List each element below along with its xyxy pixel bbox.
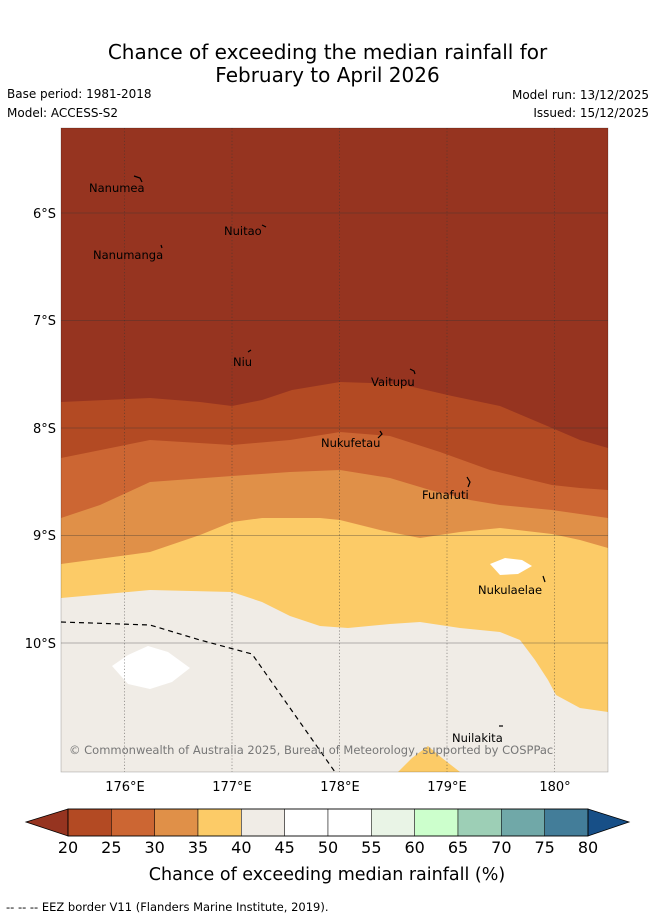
colorbar-high-arrow bbox=[587, 808, 631, 837]
island-label-nuilakita: Nuilakita bbox=[452, 731, 503, 745]
island-label-nukufetau: Nukufetau bbox=[321, 436, 380, 450]
lat-label-8s: 8°S bbox=[33, 422, 56, 437]
colorbar-tick-label: 50 bbox=[318, 838, 338, 857]
island-shape-nuitao bbox=[261, 224, 267, 228]
island-shape-nanumea bbox=[133, 175, 143, 183]
island-labels: Nanumea Nuitao Nanumanga Niu Vaitupu Nuk… bbox=[89, 181, 542, 745]
lon-label-176e: 176°E bbox=[105, 780, 145, 795]
map-title-line-1: Chance of exceeding the median rainfall … bbox=[107, 40, 548, 64]
colorbar-tick-label: 40 bbox=[231, 838, 251, 857]
lat-label-6s: 6°S bbox=[33, 207, 56, 222]
colorbar-segment bbox=[241, 808, 285, 837]
island-label-funafuti: Funafuti bbox=[422, 488, 469, 502]
island-label-vaitupu: Vaitupu bbox=[371, 375, 415, 389]
colorbar-tick-label: 25 bbox=[101, 838, 121, 857]
copyright-text: © Commonwealth of Australia 2025, Bureau… bbox=[69, 743, 553, 757]
band-45-50 bbox=[61, 590, 608, 772]
island-shape-vaitupu bbox=[409, 368, 416, 375]
island-shape-niu bbox=[247, 349, 252, 353]
colorbar-segment bbox=[501, 808, 545, 837]
colorbar-tick-label: 30 bbox=[144, 838, 164, 857]
band-below-median-inset bbox=[398, 746, 460, 772]
colorbar-tick-label: 75 bbox=[534, 838, 554, 857]
colorbar-segment bbox=[544, 808, 589, 837]
model-name: Model: ACCESS-S2 bbox=[7, 106, 119, 120]
base-period: Base period: 1981-2018 bbox=[7, 87, 152, 101]
map-frame bbox=[60, 127, 609, 773]
colorbar-outline bbox=[67, 808, 589, 837]
colorbar-segment bbox=[111, 808, 155, 837]
colorbar-tick-label: 35 bbox=[188, 838, 208, 857]
colorbar-tick-label: 60 bbox=[404, 838, 424, 857]
island-label-niu: Niu bbox=[233, 355, 252, 369]
island-shape-nukufetau bbox=[377, 430, 383, 439]
rainfall-map: Nanumea Nuitao Nanumanga Niu Vaitupu Nuk… bbox=[24, 127, 631, 885]
colorbar-segment bbox=[67, 808, 112, 837]
island-outlines bbox=[133, 175, 546, 727]
lon-label-178e: 178°E bbox=[320, 780, 360, 795]
issued-date: Issued: 15/12/2025 bbox=[533, 106, 649, 120]
colorbar-segment bbox=[457, 808, 502, 837]
colorbar-tick-label: 65 bbox=[448, 838, 468, 857]
colorbar-segment bbox=[284, 808, 329, 837]
lat-label-7s: 7°S bbox=[33, 314, 56, 329]
colorbar-segment bbox=[327, 808, 372, 837]
latitude-axis-labels: 6°S 7°S 8°S 9°S 10°S bbox=[25, 207, 56, 652]
island-label-nukulaelae: Nukulaelae bbox=[478, 583, 542, 597]
colorbar-segment bbox=[371, 808, 415, 837]
lon-label-180: 180° bbox=[539, 780, 570, 795]
latitude-lines bbox=[61, 212, 608, 644]
eez-legend-note: -- -- -- EEZ border V11 (Flanders Marine… bbox=[6, 900, 329, 914]
lat-label-10s: 10°S bbox=[25, 637, 56, 652]
white-patch-east bbox=[490, 558, 532, 575]
colorbar-tick-label: 70 bbox=[491, 838, 511, 857]
island-shape-funafuti bbox=[466, 476, 471, 488]
island-shape-nukulaelae bbox=[542, 575, 546, 583]
lat-label-9s: 9°S bbox=[33, 529, 56, 544]
colorbar-low-arrow bbox=[24, 808, 69, 837]
colorbar-tick-label: 55 bbox=[361, 838, 381, 857]
eez-border-line bbox=[60, 621, 336, 773]
colorbar-segment bbox=[197, 808, 242, 837]
lon-label-177e: 177°E bbox=[212, 780, 252, 795]
island-label-nuitao: Nuitao bbox=[224, 224, 262, 238]
longitude-axis-labels: 176°E 177°E 178°E 179°E 180° bbox=[105, 780, 570, 795]
colorbar-tick-label: 45 bbox=[274, 838, 294, 857]
probability-bands bbox=[61, 128, 608, 772]
colorbar-tick-label: 20 bbox=[58, 838, 78, 857]
colorbar-segment bbox=[414, 808, 459, 837]
lon-label-179e: 179°E bbox=[427, 780, 467, 795]
island-label-nanumanga: Nanumanga bbox=[93, 248, 163, 262]
colorbar-tick-label: 80 bbox=[578, 838, 598, 857]
colorbar-label: Chance of exceeding median rainfall (%) bbox=[149, 865, 505, 885]
white-patch-west bbox=[112, 646, 190, 689]
island-label-nanumea: Nanumea bbox=[89, 181, 145, 195]
colorbar: 20 25 30 35 40 45 50 55 60 65 70 75 80 Chance of exc… bbox=[24, 808, 631, 885]
colorbar-segment bbox=[154, 808, 199, 837]
map-title-line-2: February to April 2026 bbox=[215, 63, 440, 87]
model-run: Model run: 13/12/2025 bbox=[511, 88, 649, 102]
island-shape-nanumanga bbox=[160, 244, 163, 249]
